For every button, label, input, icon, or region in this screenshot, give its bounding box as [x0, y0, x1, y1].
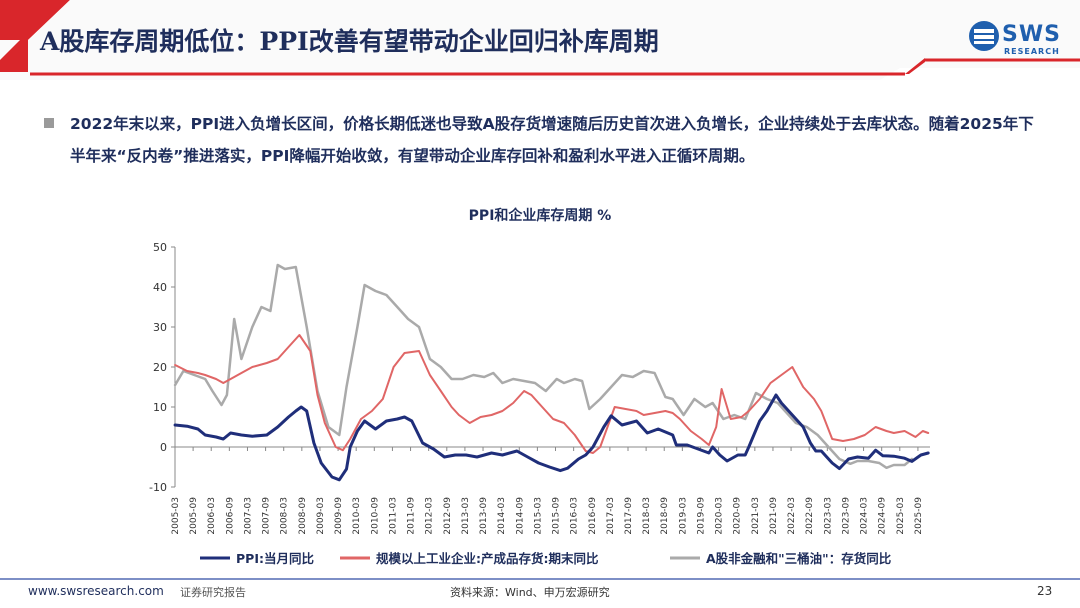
x-tick-label: 2019-03	[678, 497, 688, 535]
x-tick-label: 2013-03	[461, 497, 471, 535]
footer-source: 资料来源：Wind、申万宏源研究	[450, 586, 610, 599]
x-tick-label: 2007-03	[243, 497, 253, 535]
x-tick-label: 2023-09	[841, 497, 851, 535]
x-tick-label: 2018-03	[642, 497, 652, 535]
x-tick-label: 2014-09	[515, 497, 525, 535]
x-tick-label: 2025-09	[914, 497, 924, 535]
legend-label: PPI:当月同比	[236, 551, 314, 566]
series-line-0	[173, 393, 930, 482]
logo-subtext: RESEARCH	[1004, 47, 1060, 56]
x-tick-label: 2010-03	[352, 497, 362, 535]
line-chart: PPI和企业库存周期 % -10 0 10 20 30 40 50 2005-03 2005-09…	[149, 207, 930, 566]
chart-title: PPI和企业库存周期 %	[469, 207, 612, 224]
logo-text: SWS	[1002, 22, 1061, 47]
body-paragraph: 2022年末以来，PPI进入负增长区间，价格长期低迷也导致A股存货增速随后历史首…	[70, 115, 1034, 165]
y-tick-label: 20	[153, 361, 167, 374]
x-tick-label: 2010-09	[370, 497, 380, 535]
footer-divider	[0, 578, 1080, 580]
x-tick-label: 2008-03	[280, 497, 290, 535]
x-tick-label: 2016-09	[588, 497, 598, 535]
x-tick-label: 2016-03	[570, 497, 580, 535]
y-tick-label: 40	[153, 281, 167, 294]
x-tick-label: 2018-09	[660, 497, 670, 535]
title-banner	[0, 0, 1080, 80]
x-tick-label: 2021-09	[769, 497, 779, 535]
x-tick-label: 2023-03	[823, 497, 833, 535]
x-tick-label: 2005-03	[171, 497, 181, 535]
x-tick-label: 2007-09	[262, 497, 272, 535]
x-tick-label: 2022-03	[787, 497, 797, 535]
series-line-2	[173, 263, 914, 470]
x-tick-label: 2024-09	[878, 497, 888, 535]
page-title: A股库存周期低位：PPI改善有望带动企业回归补库周期	[40, 27, 659, 56]
x-tick-label: 2017-09	[624, 497, 634, 535]
sws-logo-icon	[969, 21, 999, 51]
y-tick-label: 30	[153, 321, 167, 334]
x-tick-label: 2011-09	[407, 497, 417, 535]
legend-label: 规模以上工业企业:产成品存货:期末同比	[376, 551, 599, 566]
footer-url[interactable]: www.swsresearch.com	[28, 584, 164, 598]
x-tick-label: 2011-03	[388, 497, 398, 535]
x-tick-label: 2005-09	[189, 497, 199, 535]
x-tick-label: 2021-03	[751, 497, 761, 535]
x-tick-label: 2025-03	[896, 497, 906, 535]
x-tick-label: 2006-03	[207, 497, 217, 535]
footer-report-label: 证券研究报告	[180, 586, 246, 599]
x-tick-label: 2015-03	[533, 497, 543, 535]
page-number: 23	[1037, 584, 1053, 598]
y-tick-label: 10	[153, 401, 167, 414]
x-tick-label: 2006-09	[225, 497, 235, 535]
series-line-1	[174, 334, 930, 454]
x-tick-label: 2013-09	[479, 497, 489, 535]
x-tick-label: 2014-03	[497, 497, 507, 535]
x-tick-label: 2009-09	[334, 497, 344, 535]
x-tick-label: 2020-03	[715, 497, 725, 535]
y-tick-label: 50	[153, 241, 167, 254]
x-tick-label: 2012-09	[443, 497, 453, 535]
x-tick-label: 2020-09	[733, 497, 743, 535]
y-tick-label: -10	[149, 481, 167, 494]
x-tick-label: 2009-03	[316, 497, 326, 535]
legend-label: A股非金融和"三桶油"：存货同比	[706, 551, 892, 566]
bullet-square-icon	[44, 118, 54, 128]
x-tick-label: 2024-03	[860, 497, 870, 535]
x-tick-label: 2012-03	[425, 497, 435, 535]
x-tick-label: 2019-09	[696, 497, 706, 535]
x-tick-label: 2022-09	[805, 497, 815, 535]
x-tick-label: 2017-03	[606, 497, 616, 535]
x-tick-label: 2008-09	[298, 497, 308, 535]
y-tick-label: 0	[160, 441, 167, 454]
x-tick-label: 2015-09	[552, 497, 562, 535]
